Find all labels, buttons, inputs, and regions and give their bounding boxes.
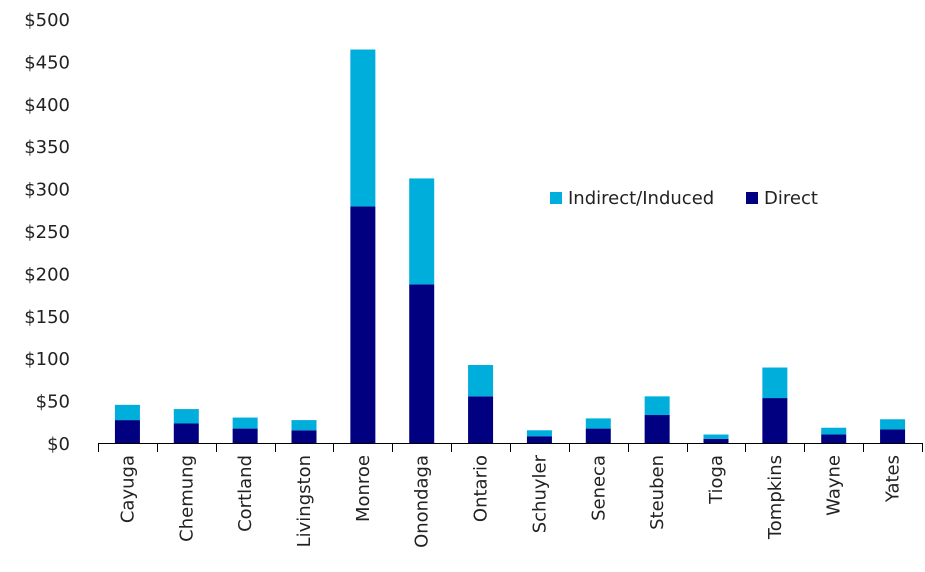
- legend-swatch: [746, 192, 758, 204]
- legend-label: Direct: [764, 188, 818, 209]
- bar-indirect-induced-seneca: [585, 418, 611, 429]
- x-axis-ticks: [98, 443, 923, 452]
- y-axis-ticks: $0 $50 $100 $150 $200 $250 $300 $350 $400 $450 $50…: [24, 10, 70, 455]
- bar-direct-wayne: [821, 434, 847, 443]
- bar-direct-onondaga: [409, 284, 435, 443]
- bar-direct-cayuga: [114, 420, 140, 443]
- y-tick-label: $250: [24, 222, 70, 243]
- x-tick-label: Steuben: [647, 455, 668, 530]
- legend-swatch: [550, 192, 562, 204]
- bar-indirect-induced-chemung: [173, 409, 199, 424]
- x-tick-label: Cayuga: [117, 455, 138, 523]
- y-tick-label: $100: [24, 349, 70, 370]
- y-tick-label: $350: [24, 137, 70, 158]
- bar-indirect-induced-livingston: [291, 420, 317, 431]
- bar-indirect-induced-monroe: [350, 49, 376, 207]
- y-tick-label: $0: [47, 434, 70, 455]
- bar-direct-steuben: [644, 415, 670, 443]
- x-tick-label: Cortland: [235, 455, 256, 532]
- y-tick-label: $200: [24, 264, 70, 285]
- bar-indirect-induced-wayne: [821, 427, 847, 435]
- y-tick-label: $150: [24, 307, 70, 328]
- x-tick-label: Onondaga: [412, 455, 433, 548]
- y-tick-label: $450: [24, 52, 70, 73]
- x-tick-label: Tompkins: [765, 455, 786, 540]
- legend-label: Indirect/Induced: [568, 188, 714, 209]
- x-tick-label: Livingston: [294, 455, 315, 547]
- bar-indirect-induced-ontario: [468, 364, 494, 397]
- bar-direct-tompkins: [762, 398, 788, 443]
- x-tick-label: Tioga: [706, 455, 727, 505]
- x-tick-label: Seneca: [588, 455, 609, 521]
- y-tick-label: $500: [24, 10, 70, 31]
- bars: [114, 49, 906, 443]
- bar-direct-cortland: [232, 428, 258, 443]
- x-tick-label: Schuyler: [529, 454, 550, 533]
- bar-direct-yates: [880, 429, 906, 443]
- x-tick-label: Monroe: [353, 455, 374, 522]
- bar-indirect-induced-yates: [880, 419, 906, 430]
- bar-indirect-induced-cortland: [232, 417, 258, 429]
- bar-direct-monroe: [350, 206, 376, 443]
- bar-indirect-induced-tompkins: [762, 367, 788, 399]
- x-tick-label: Ontario: [471, 455, 492, 522]
- category-labels: Cayuga Chemung Cortland Livingston Monroe Ono…: [117, 454, 903, 548]
- x-tick-label: Yates: [883, 455, 904, 503]
- bar-direct-tioga: [703, 438, 729, 443]
- bar-indirect-induced-onondaga: [409, 178, 435, 285]
- legend: Indirect/Induced Direct: [550, 188, 818, 209]
- y-tick-label: $300: [24, 180, 70, 201]
- y-tick-label: $400: [24, 95, 70, 116]
- bar-indirect-induced-schuyler: [526, 430, 552, 437]
- x-tick-label: Chemung: [176, 455, 197, 542]
- bar-indirect-induced-steuben: [644, 396, 670, 416]
- bar-direct-livingston: [291, 430, 317, 443]
- bar-indirect-induced-tioga: [703, 434, 729, 439]
- bar-direct-schuyler: [526, 436, 552, 443]
- x-tick-label: Wayne: [824, 455, 845, 516]
- bar-indirect-induced-cayuga: [114, 404, 140, 421]
- y-tick-label: $50: [36, 392, 70, 413]
- bar-direct-seneca: [585, 428, 611, 443]
- bar-direct-chemung: [173, 423, 199, 443]
- bar-direct-ontario: [468, 396, 494, 443]
